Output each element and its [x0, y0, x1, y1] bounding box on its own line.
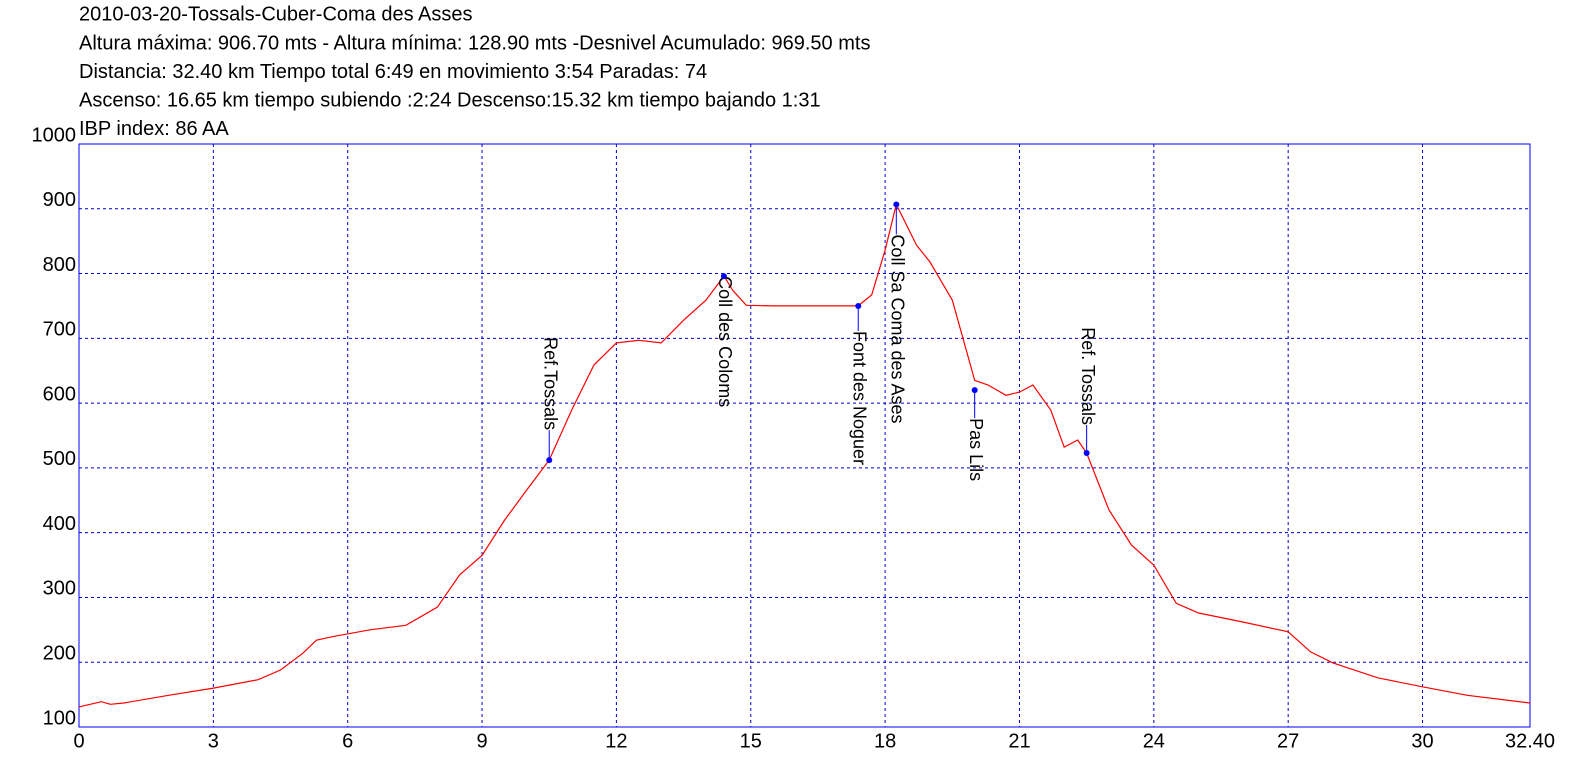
x-tick-label: 0: [73, 730, 84, 752]
elevation-line: [78, 202, 1531, 708]
annotation-label: Coll des Coloms: [715, 276, 735, 407]
chart-title: 2010-03-20-Tossals-Cuber-Coma des Asses: [79, 3, 473, 25]
x-tick-label: 21: [1008, 730, 1030, 752]
annotation-label: Font des Noguer: [849, 331, 869, 465]
y-tick-label: 500: [43, 448, 76, 470]
annotation-label: Pas Lils: [966, 418, 986, 481]
y-tick-label: 800: [43, 254, 76, 276]
x-tick-label: 12: [605, 730, 627, 752]
y-tick-label: 400: [43, 513, 76, 535]
subtitle: Distancia: 32.40 km Tiempo total 6:49 en…: [79, 61, 707, 83]
x-tick-label: 24: [1143, 730, 1165, 752]
annotation-label: Ref. Tossals: [1078, 327, 1098, 425]
subtitle: Altura máxima: 906.70 mts - Altura mínim…: [79, 32, 870, 54]
y-tick-label: 1000: [32, 124, 77, 146]
annotation-point: [855, 302, 862, 309]
x-tick-label: 6: [342, 730, 353, 752]
annotation-label: Ref.Tossals: [540, 337, 560, 430]
y-tick-label: 600: [43, 383, 76, 405]
x-tick-label: 27: [1277, 730, 1299, 752]
y-tick-label: 200: [43, 643, 76, 665]
x-tick-label: 15: [740, 730, 762, 752]
x-tick-label: 30: [1411, 730, 1433, 752]
annotation-label: Coll Sa Coma des Ases: [888, 234, 908, 423]
y-tick-label: 700: [43, 319, 76, 341]
annotation-point: [971, 387, 978, 394]
y-tick-label: 900: [43, 189, 76, 211]
x-tick-label: 18: [874, 730, 896, 752]
x-tick-label: 32.40: [1505, 730, 1555, 752]
x-tick-label: 3: [208, 730, 219, 752]
x-tick-label: 9: [476, 730, 487, 752]
y-tick-label: 300: [43, 578, 76, 600]
annotation-point: [1083, 449, 1090, 456]
subtitle: Ascenso: 16.65 km tiempo subiendo :2:24 …: [79, 89, 821, 111]
y-tick-label: 100: [43, 707, 76, 729]
annotation-point: [893, 201, 900, 208]
plot-border: [78, 143, 1531, 728]
annotation-point: [546, 457, 553, 464]
annotation-point: [720, 273, 727, 280]
subtitle: IBP index: 86 AA: [79, 118, 229, 140]
